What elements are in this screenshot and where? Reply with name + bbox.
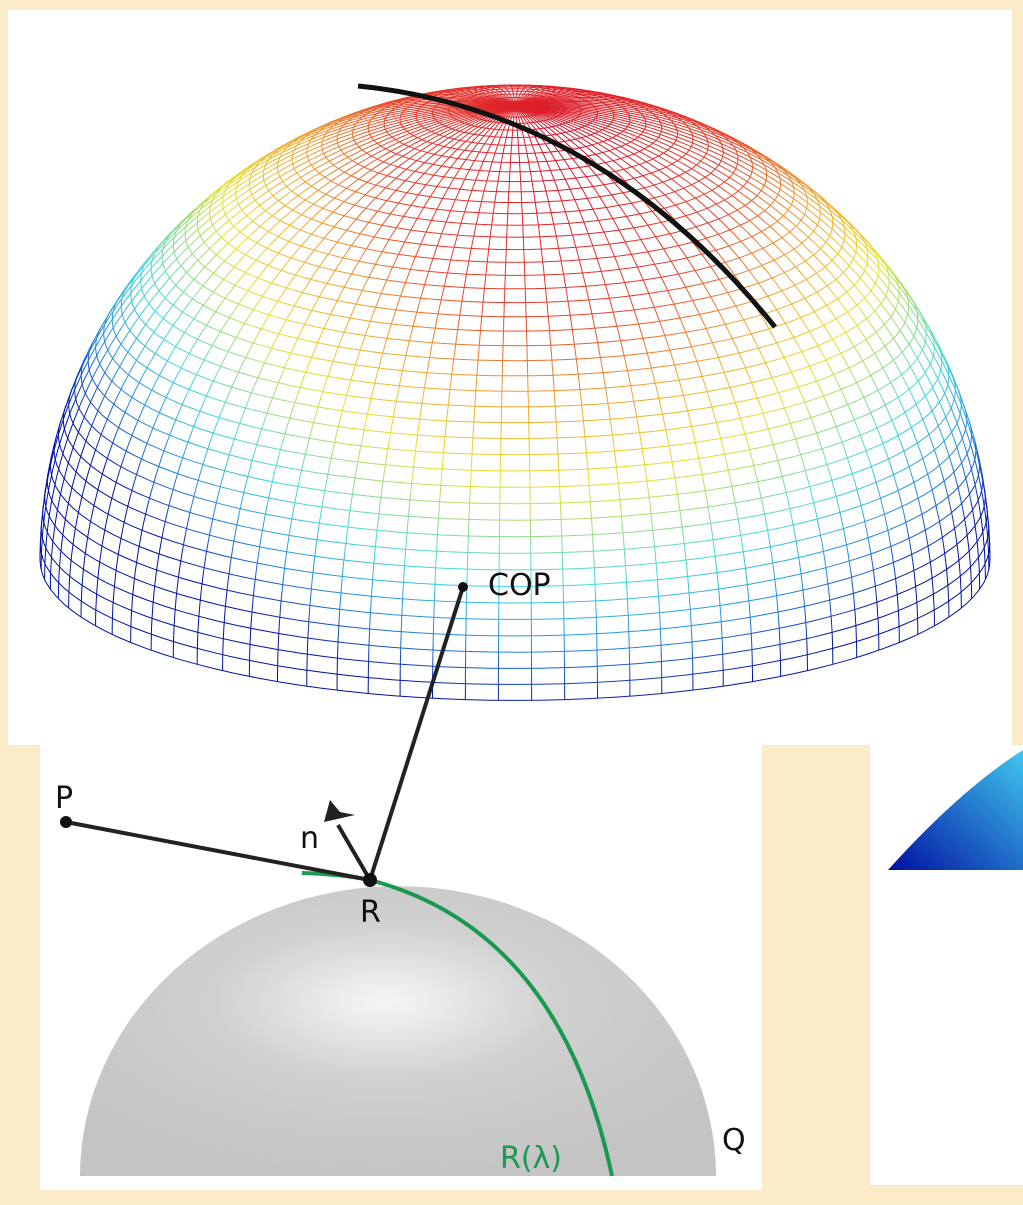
r-point xyxy=(363,873,377,887)
p-label: P xyxy=(55,781,73,816)
mesh-line xyxy=(987,505,988,512)
cop-label: COP xyxy=(488,568,551,603)
q-label: Q xyxy=(722,1123,746,1158)
r-label: R xyxy=(360,895,381,930)
cop-point xyxy=(458,582,468,592)
p-point xyxy=(60,816,72,828)
figure: COP P n R R(λ) Q xyxy=(0,0,1023,1205)
mesh-line xyxy=(982,474,983,481)
mesh-line xyxy=(985,490,986,497)
r-lambda-label: R(λ) xyxy=(500,1141,562,1176)
n-label: n xyxy=(300,821,319,856)
mesh-line xyxy=(988,521,989,528)
mesh-line xyxy=(989,537,990,544)
